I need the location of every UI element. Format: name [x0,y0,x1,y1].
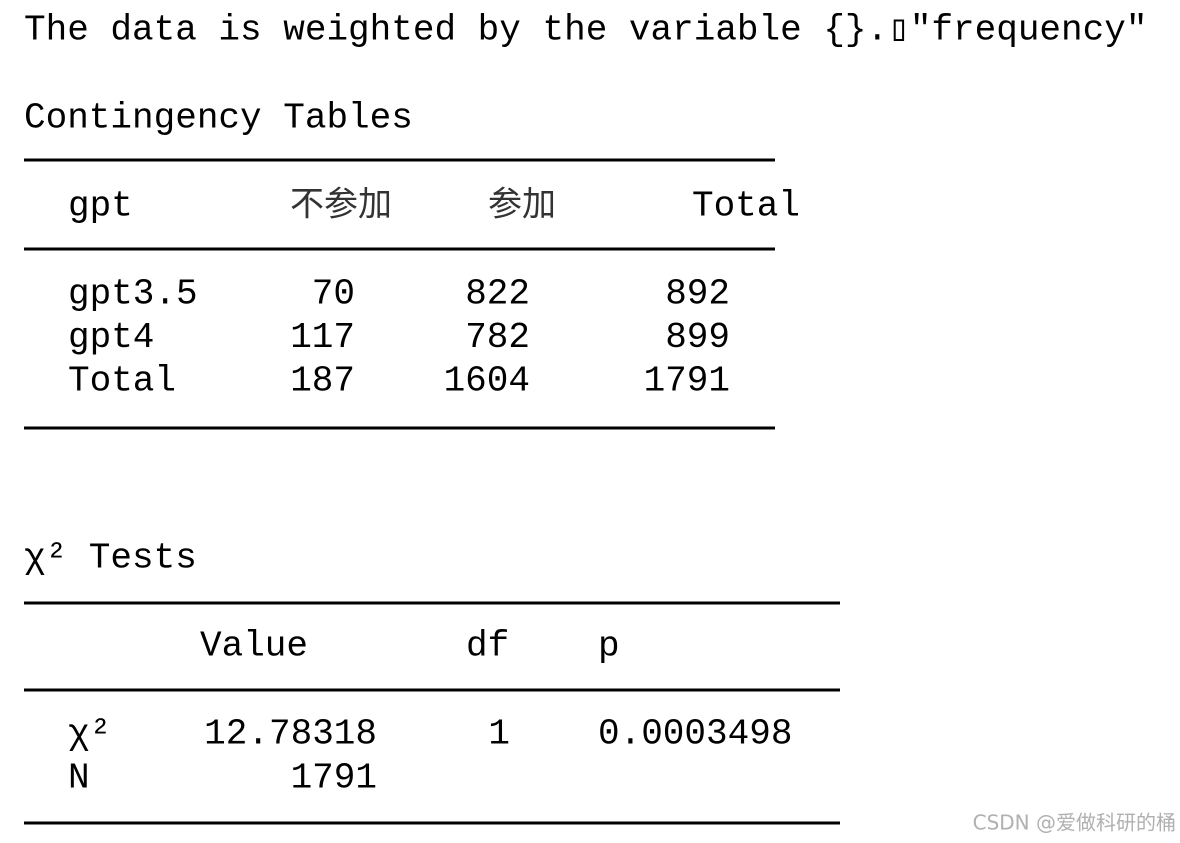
table-cell: 1 [488,714,510,755]
table-cell: gpt4 [68,317,154,358]
header-cell: 不参加 [290,185,392,225]
table-cell: 1791 [291,758,377,799]
table-cell: Total [68,361,176,402]
weight-note: The data is weighted by the variable {}.… [24,10,1147,51]
table-cell: χ² [68,714,111,755]
table-cell: 1791 [644,361,730,402]
table-cell: N [68,758,90,799]
header-cell: p [598,626,620,667]
table-cell: 117 [290,317,355,358]
table-cell: 822 [465,274,530,315]
table-cell: 1604 [444,361,530,402]
header-cell: gpt [68,186,133,227]
table-title: χ² Tests [24,538,197,579]
header-cell: df [466,626,509,667]
header-cell: Total [692,186,800,227]
table-cell: 0.0003498 [598,714,792,755]
watermark: CSDN @爱做科研的桶 [973,811,1176,835]
table-cell: 12.78318 [204,714,377,755]
header-cell: 参加 [488,185,556,225]
header-cell: Value [200,626,308,667]
table-cell: 70 [312,274,355,315]
table-cell: gpt3.5 [68,274,198,315]
table-cell: 899 [665,317,730,358]
table-cell: 892 [665,274,730,315]
table-cell: 782 [465,317,530,358]
table-cell: 187 [290,361,355,402]
table-title: Contingency Tables [24,98,413,139]
